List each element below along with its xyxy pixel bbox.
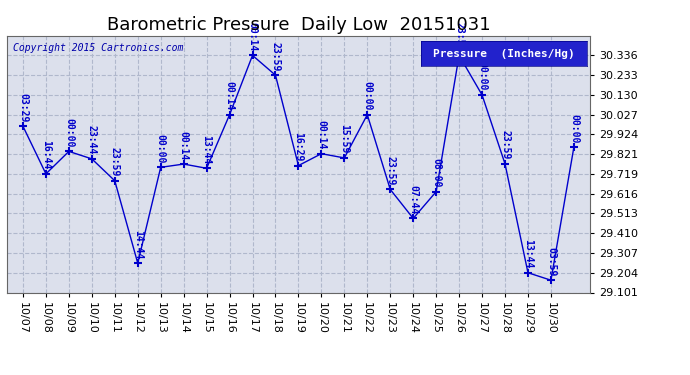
Text: 23:59: 23:59 <box>110 147 120 177</box>
Text: 00:00: 00:00 <box>156 134 166 163</box>
Text: 23:59: 23:59 <box>454 22 464 51</box>
Text: 23:59: 23:59 <box>500 130 510 160</box>
Text: 00:14: 00:14 <box>248 22 257 51</box>
Title: Barometric Pressure  Daily Low  20151031: Barometric Pressure Daily Low 20151031 <box>107 16 490 34</box>
Text: 16:44: 16:44 <box>41 140 51 170</box>
Text: 00:14: 00:14 <box>179 130 188 160</box>
Text: 00:00: 00:00 <box>362 81 373 111</box>
Text: 15:59: 15:59 <box>339 124 349 154</box>
Text: 00:14: 00:14 <box>224 81 235 111</box>
Text: 13:44: 13:44 <box>523 239 533 268</box>
Text: 07:44: 07:44 <box>408 185 418 214</box>
Text: 13:44: 13:44 <box>201 135 212 164</box>
Text: 23:59: 23:59 <box>385 156 395 185</box>
Text: 14:44: 14:44 <box>132 230 143 259</box>
Text: 03:59: 03:59 <box>546 247 556 276</box>
Text: 00:00: 00:00 <box>569 114 579 143</box>
Text: 23:44: 23:44 <box>87 125 97 155</box>
Text: 00:00: 00:00 <box>477 62 487 91</box>
Text: Copyright 2015 Cartronics.com: Copyright 2015 Cartronics.com <box>12 44 183 53</box>
Text: 08:00: 08:00 <box>431 158 441 188</box>
Text: 00:00: 00:00 <box>64 118 74 147</box>
Text: 16:29: 16:29 <box>293 132 304 161</box>
Text: 00:14: 00:14 <box>317 120 326 150</box>
Text: 23:59: 23:59 <box>270 42 280 71</box>
Text: 03:29: 03:29 <box>18 93 28 122</box>
